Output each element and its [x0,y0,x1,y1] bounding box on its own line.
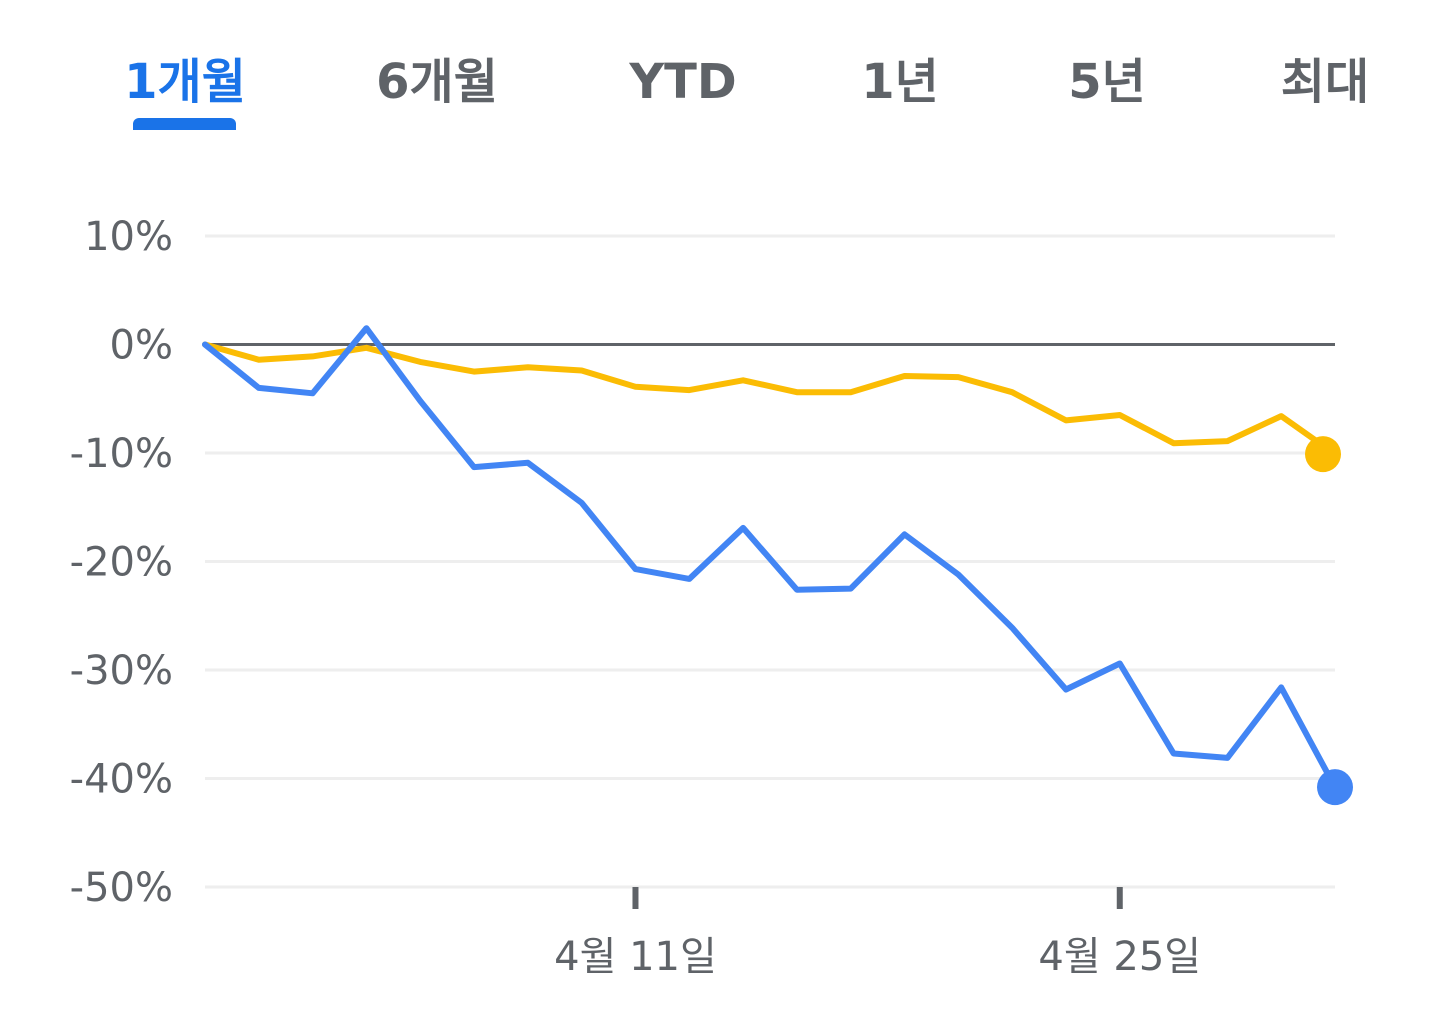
series-line-0 [202,341,1338,458]
series-end-point-1 [1317,769,1353,806]
tab-1-month[interactable]: 1개월 [124,54,246,110]
y-tick-label: 10% [84,214,173,260]
series-line-1 [202,325,1338,791]
y-tick-label: 0% [110,323,173,369]
tab-6-months[interactable]: 6개월 [376,54,498,110]
x-tick-label: 4월 25일 [1038,934,1201,980]
y-axis-labels: 10% 0% -10% -20% -30% -40% -50% [70,214,173,911]
tab-1-year[interactable]: 1년 [861,54,939,110]
tab-ytd[interactable]: YTD [629,54,737,110]
y-tick-label: -30% [70,648,173,694]
active-tab-indicator [133,118,236,130]
y-tick-label: -10% [70,431,173,477]
series-end-point-0 [1305,436,1341,473]
y-tick-label: -50% [70,865,173,911]
y-tick-label: -20% [70,540,173,586]
x-tick-label: 4월 11일 [554,934,717,980]
x-axis-ticks: 4월 11일 4월 25일 [554,887,1201,980]
y-tick-label: -40% [70,757,173,803]
series-lines [202,325,1353,806]
tab-5-years[interactable]: 5년 [1068,54,1146,110]
tab-max[interactable]: 최대 [1280,54,1370,110]
range-tabs: 1개월 6개월 YTD 1년 5년 최대 [0,0,1440,140]
